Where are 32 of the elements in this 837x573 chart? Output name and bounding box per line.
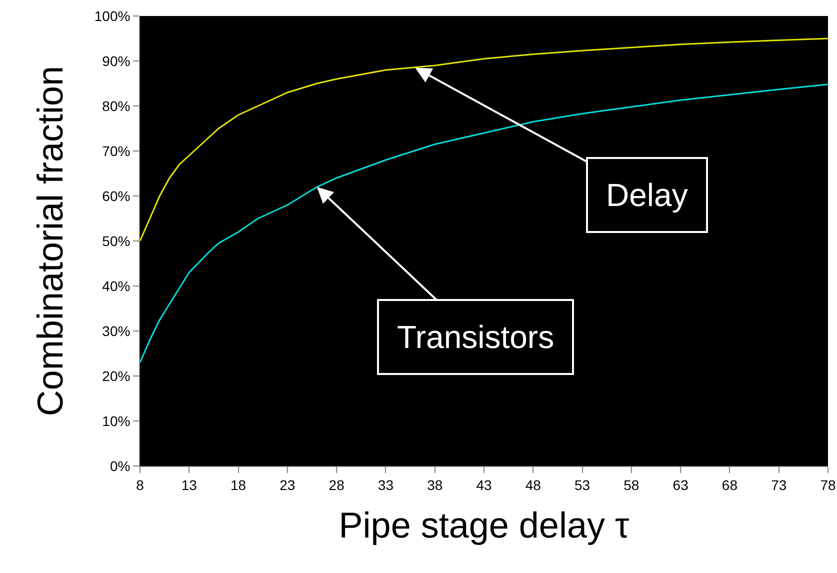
x-tick-label: 68 — [722, 476, 738, 493]
y-tick-label: 90% — [102, 52, 130, 69]
x-tick-label: 23 — [280, 476, 296, 493]
y-tick-label: 50% — [102, 232, 130, 249]
x-tick-label: 28 — [328, 476, 345, 493]
x-tick-label: 58 — [624, 476, 640, 493]
x-tick-label: 43 — [476, 476, 492, 493]
y-tick-label: 30% — [102, 322, 130, 339]
annotation: Delay — [606, 177, 688, 213]
x-tick-label: 8 — [136, 476, 144, 493]
y-tick-label: 70% — [102, 142, 130, 159]
x-tick-label: 53 — [574, 476, 590, 493]
y-tick-label: 0% — [110, 458, 130, 474]
y-tick-label: 100% — [94, 8, 130, 24]
x-tick-label: 13 — [181, 476, 198, 493]
y-tick-label: 20% — [102, 368, 130, 384]
line-series — [140, 84, 828, 364]
x-tick-label: 38 — [427, 476, 443, 493]
x-tick-label: 18 — [230, 476, 246, 493]
x-tick-label: 33 — [378, 476, 394, 493]
y-tick-label: 10% — [102, 412, 130, 429]
y-tick-label: 80% — [102, 98, 130, 114]
y-tick-label: 60% — [102, 188, 130, 204]
line-series — [140, 38, 828, 242]
y-tick-label: 40% — [102, 278, 130, 294]
y-axis-title: Combinatorial fraction — [29, 66, 70, 416]
x-tick-label: 63 — [672, 476, 689, 493]
x-axis-title: Pipe stage delay τ — [338, 504, 630, 546]
annotation: Transistors — [397, 319, 554, 355]
x-tick-label: 78 — [820, 476, 836, 493]
x-tick-label: 73 — [771, 476, 787, 493]
x-tick-label: 48 — [525, 476, 542, 493]
